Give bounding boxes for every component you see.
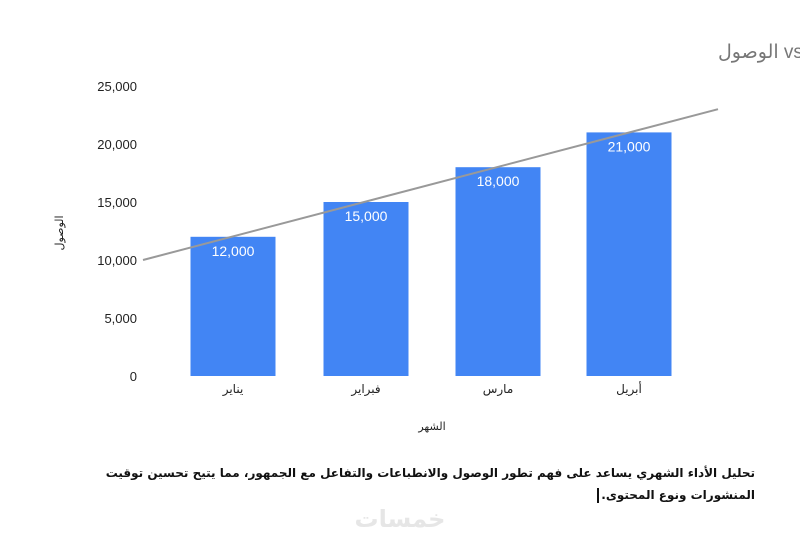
bar: [455, 167, 541, 376]
x-category-label: فبراير: [350, 382, 380, 397]
x-axis-label: الشهر: [417, 420, 445, 433]
bar-chart: الشهر .vs الوصول 0 5,000 10,000 15,000 20,00…: [53, 42, 800, 433]
y-tick-label: 20,000: [97, 137, 137, 152]
bar-value-label: 21,000: [608, 138, 651, 154]
bars: [190, 132, 672, 376]
y-tick-label: 15,000: [97, 195, 137, 210]
bar: [586, 132, 672, 376]
chart-caption: تحليل الأداء الشهري يساعد على فهم تطور ا…: [40, 462, 755, 506]
x-axis-categories: يناير فبراير مارس أبريل: [222, 381, 642, 397]
x-category-label: يناير: [222, 382, 244, 397]
data-labels: 12,000 15,000 18,000 21,000: [212, 138, 651, 258]
trendline: [142, 108, 719, 261]
y-tick-label: 10,000: [97, 253, 137, 268]
text-cursor: [597, 488, 600, 503]
y-tick-label: 25,000: [97, 79, 137, 94]
khamsat-watermark: خمسات: [354, 505, 446, 533]
x-category-label: مارس: [483, 382, 514, 397]
y-axis-ticks: 0 5,000 10,000 15,000 20,000 25,000: [97, 79, 137, 384]
chart-title: الشهر .vs الوصول: [718, 42, 800, 63]
bar: [323, 202, 409, 376]
bar-value-label: 15,000: [345, 208, 388, 224]
bar-value-label: 12,000: [212, 243, 255, 259]
y-tick-label: 5,000: [104, 311, 137, 326]
x-category-label: أبريل: [616, 381, 642, 397]
trendline-group: [142, 108, 719, 261]
y-tick-label: 0: [130, 369, 137, 384]
y-axis-label: الوصول: [53, 215, 66, 250]
bar: [190, 236, 276, 376]
caption-text: تحليل الأداء الشهري يساعد على فهم تطور ا…: [105, 466, 755, 502]
bar-value-label: 18,000: [477, 173, 520, 189]
